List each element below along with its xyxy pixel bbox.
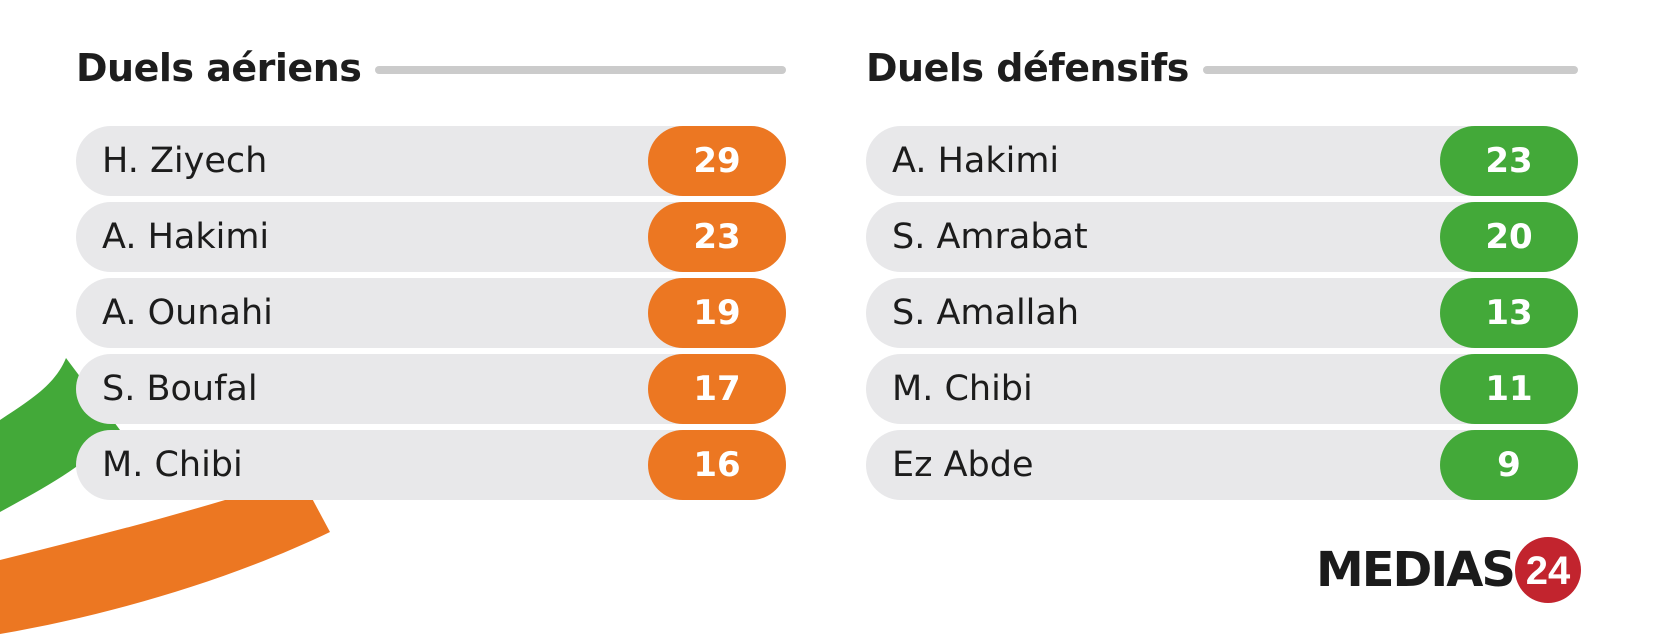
duel-count-badge: 13	[1440, 278, 1578, 348]
player-name: M. Chibi	[102, 445, 243, 485]
list-item: A. Hakimi 23	[866, 126, 1578, 196]
duel-count-badge: 23	[648, 202, 786, 272]
list-item: A. Hakimi 23	[76, 202, 786, 272]
duel-count-badge: 16	[648, 430, 786, 500]
defensive-duels-list: A. Hakimi 23 S. Amrabat 20 S. Amallah 13…	[866, 126, 1578, 500]
player-name: S. Amallah	[892, 293, 1080, 333]
orange-stripe	[0, 476, 330, 634]
medias24-logo: MEDIAS 24	[1316, 534, 1586, 606]
player-name: A. Hakimi	[892, 141, 1060, 181]
list-item: Ez Abde 9	[866, 430, 1578, 500]
duel-count-badge: 19	[648, 278, 786, 348]
player-name: A. Hakimi	[102, 217, 270, 257]
header-divider	[1202, 66, 1578, 74]
duel-count-badge: 11	[1440, 354, 1578, 424]
list-item: M. Chibi 16	[76, 430, 786, 500]
header-divider	[375, 66, 786, 74]
defensive-duels-panel: Duels défensifs A. Hakimi 23 S. Amrabat …	[866, 40, 1578, 506]
aerial-duels-list: H. Ziyech 29 A. Hakimi 23 A. Ounahi 19 S…	[76, 126, 786, 500]
duel-count-badge: 17	[648, 354, 786, 424]
duel-count-badge: 9	[1440, 430, 1578, 500]
defensive-duels-header: Duels défensifs	[866, 40, 1578, 96]
aerial-duels-panel: Duels aériens H. Ziyech 29 A. Hakimi 23 …	[76, 40, 786, 506]
list-item: S. Boufal 17	[76, 354, 786, 424]
duel-count-badge: 20	[1440, 202, 1578, 272]
list-item: A. Ounahi 19	[76, 278, 786, 348]
player-name: S. Boufal	[102, 369, 258, 409]
list-item: S. Amallah 13	[866, 278, 1578, 348]
player-name: M. Chibi	[892, 369, 1033, 409]
aerial-duels-header: Duels aériens	[76, 40, 786, 96]
list-item: M. Chibi 11	[866, 354, 1578, 424]
player-name: H. Ziyech	[102, 141, 268, 181]
logo-wordmark: MEDIAS	[1316, 542, 1516, 598]
duel-count-badge: 23	[1440, 126, 1578, 196]
defensive-duels-title: Duels défensifs	[866, 46, 1189, 90]
player-name: S. Amrabat	[892, 217, 1088, 257]
logo-badge-number: 24	[1526, 549, 1571, 593]
list-item: H. Ziyech 29	[76, 126, 786, 196]
logo-badge: 24	[1515, 537, 1581, 603]
player-name: A. Ounahi	[102, 293, 273, 333]
list-item: S. Amrabat 20	[866, 202, 1578, 272]
player-name: Ez Abde	[892, 445, 1034, 485]
duel-count-badge: 29	[648, 126, 786, 196]
aerial-duels-title: Duels aériens	[76, 46, 362, 90]
